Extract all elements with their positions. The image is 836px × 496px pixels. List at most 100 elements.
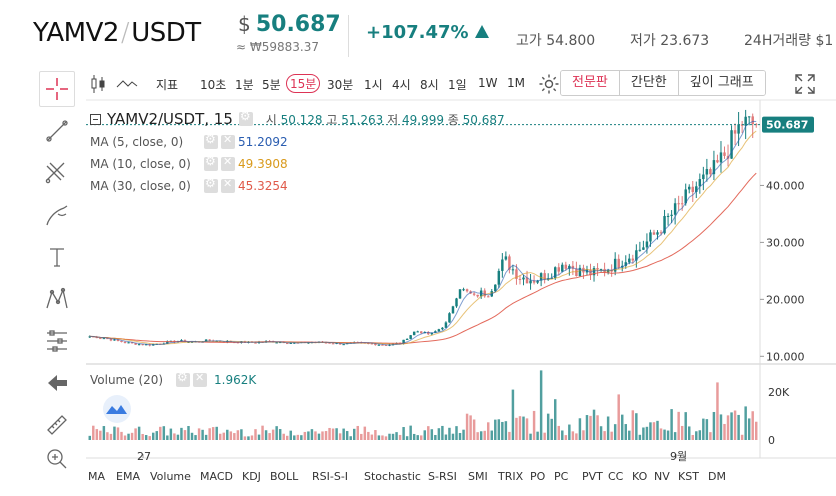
volume-bar bbox=[709, 432, 712, 440]
volume-bar bbox=[381, 435, 384, 440]
volume-bar bbox=[730, 412, 733, 440]
indicator-tab-pvt[interactable]: PVT bbox=[582, 470, 603, 483]
indicator-tab-ma[interactable]: MA bbox=[88, 470, 106, 483]
indicator-tab-kdj[interactable]: KDJ bbox=[242, 470, 261, 483]
collapse-arrow-icon[interactable] bbox=[39, 365, 75, 401]
volume-bar bbox=[409, 425, 412, 440]
fullscreen-icon[interactable] bbox=[794, 73, 816, 98]
settings-icon[interactable] bbox=[176, 370, 190, 387]
indicator-tab-macd[interactable]: MACD bbox=[200, 470, 233, 483]
indicator-tab-ema[interactable]: EMA bbox=[116, 470, 140, 483]
indicator-tab-cc[interactable]: CC bbox=[608, 470, 624, 483]
candle-body bbox=[109, 338, 113, 341]
candle-body bbox=[617, 258, 620, 268]
tf-1w[interactable]: 1W bbox=[478, 76, 498, 90]
volume-bar bbox=[130, 432, 134, 440]
volume-bar bbox=[613, 424, 617, 440]
volume-bar bbox=[596, 415, 599, 440]
price-change-value: +107.47% bbox=[366, 22, 469, 43]
view-depth[interactable]: 깊이 그래프 bbox=[678, 71, 765, 95]
indicator-tab-trix[interactable]: TRIX bbox=[498, 470, 524, 483]
crosshair-icon[interactable] bbox=[39, 71, 75, 107]
close-icon[interactable] bbox=[221, 177, 235, 193]
indicator-tab-volume[interactable]: Volume bbox=[150, 470, 191, 483]
candle-body bbox=[289, 342, 292, 344]
ma5-controls bbox=[198, 132, 235, 150]
volume-bar bbox=[328, 427, 331, 440]
indicator-tab-po[interactable]: PO bbox=[530, 470, 546, 483]
view-professional[interactable]: 전문판 bbox=[561, 71, 620, 95]
low-value: 49.999 bbox=[401, 113, 444, 127]
volume-bar bbox=[342, 428, 345, 440]
settings-gear-icon[interactable] bbox=[538, 73, 560, 98]
volume-bar bbox=[751, 411, 754, 440]
ruler-icon[interactable] bbox=[39, 407, 75, 443]
view-simple[interactable]: 간단한 bbox=[619, 71, 679, 95]
close-icon[interactable] bbox=[221, 155, 235, 171]
settings-icon[interactable] bbox=[238, 109, 253, 126]
tf-1d[interactable]: 1일 bbox=[448, 78, 467, 92]
brush-icon[interactable] bbox=[39, 197, 75, 233]
ma10-value: 49.3908 bbox=[238, 157, 288, 171]
tf-4h[interactable]: 4시 bbox=[392, 78, 411, 92]
indicator-tab-ko[interactable]: KO bbox=[632, 470, 648, 483]
tf-5m[interactable]: 5분 bbox=[262, 78, 281, 92]
candle-body bbox=[137, 344, 141, 346]
indicator-tab-kst[interactable]: KST bbox=[678, 470, 699, 483]
volume-bar bbox=[219, 433, 222, 440]
text-icon[interactable] bbox=[39, 239, 75, 275]
volume-bar bbox=[275, 426, 278, 440]
indicator-tab-stochastic[interactable]: Stochastic bbox=[364, 470, 421, 483]
indicator-tab-pc[interactable]: PC bbox=[554, 470, 569, 483]
line-chart-icon[interactable] bbox=[116, 77, 138, 94]
legend-title: YAMV2/USDT, 15 bbox=[107, 110, 233, 128]
tf-30m[interactable]: 30분 bbox=[327, 78, 354, 92]
candle-body bbox=[384, 344, 388, 346]
volume-tick-label: 0 bbox=[768, 434, 775, 447]
volume-bar bbox=[719, 414, 723, 440]
tf-15m[interactable]: 15분 bbox=[286, 74, 321, 93]
indicator-tab-s-rsi[interactable]: S-RSI bbox=[428, 470, 457, 483]
tf-1h[interactable]: 1시 bbox=[364, 78, 383, 92]
volume-bar bbox=[137, 426, 141, 440]
volume-bar bbox=[356, 425, 359, 440]
settings-icon[interactable] bbox=[204, 132, 218, 149]
zoom-in-icon[interactable] bbox=[39, 441, 75, 477]
tf-8h[interactable]: 8시 bbox=[420, 78, 439, 92]
volume-bar bbox=[578, 418, 582, 440]
volume-bar bbox=[702, 418, 705, 440]
multi-line-icon[interactable] bbox=[39, 155, 75, 191]
indicator-tab-smi[interactable]: SMI bbox=[468, 470, 488, 483]
volume-bar bbox=[501, 421, 504, 440]
candle-type-icon[interactable] bbox=[90, 74, 106, 97]
tf-10s[interactable]: 10초 bbox=[200, 78, 227, 92]
indicator-tab-boll[interactable]: BOLL bbox=[270, 470, 299, 483]
tf-1mo[interactable]: 1M bbox=[507, 76, 525, 90]
settings-icon[interactable] bbox=[204, 154, 218, 171]
volume-bar bbox=[522, 416, 525, 440]
volume-bar bbox=[331, 428, 335, 440]
close-icon[interactable] bbox=[221, 133, 235, 149]
indicator-tab-rsi-s-i[interactable]: RSI-S-I bbox=[312, 470, 349, 483]
indicator-tab-nv[interactable]: NV bbox=[654, 470, 670, 483]
settings-icon[interactable] bbox=[204, 176, 218, 193]
indicators-button[interactable]: 지표 bbox=[156, 78, 179, 92]
measure-icon[interactable] bbox=[39, 323, 75, 359]
tf-1m[interactable]: 1분 bbox=[235, 78, 254, 92]
volume-bar bbox=[293, 435, 296, 440]
candle-body bbox=[286, 343, 289, 345]
indicator-tab-dm[interactable]: DM bbox=[708, 470, 726, 483]
collapse-legend-icon[interactable] bbox=[90, 114, 101, 125]
candle-body bbox=[381, 344, 384, 346]
tradingview-logo-mark bbox=[106, 405, 127, 414]
close-icon[interactable] bbox=[193, 371, 207, 387]
pattern-icon[interactable] bbox=[39, 281, 75, 317]
trend-line-icon[interactable] bbox=[39, 113, 75, 149]
close-label: 종 bbox=[447, 113, 459, 127]
candle-body bbox=[497, 270, 501, 285]
candle-body bbox=[561, 264, 564, 272]
volume-bar bbox=[624, 424, 627, 440]
candle-body bbox=[592, 268, 596, 276]
volume-bar bbox=[134, 428, 137, 440]
